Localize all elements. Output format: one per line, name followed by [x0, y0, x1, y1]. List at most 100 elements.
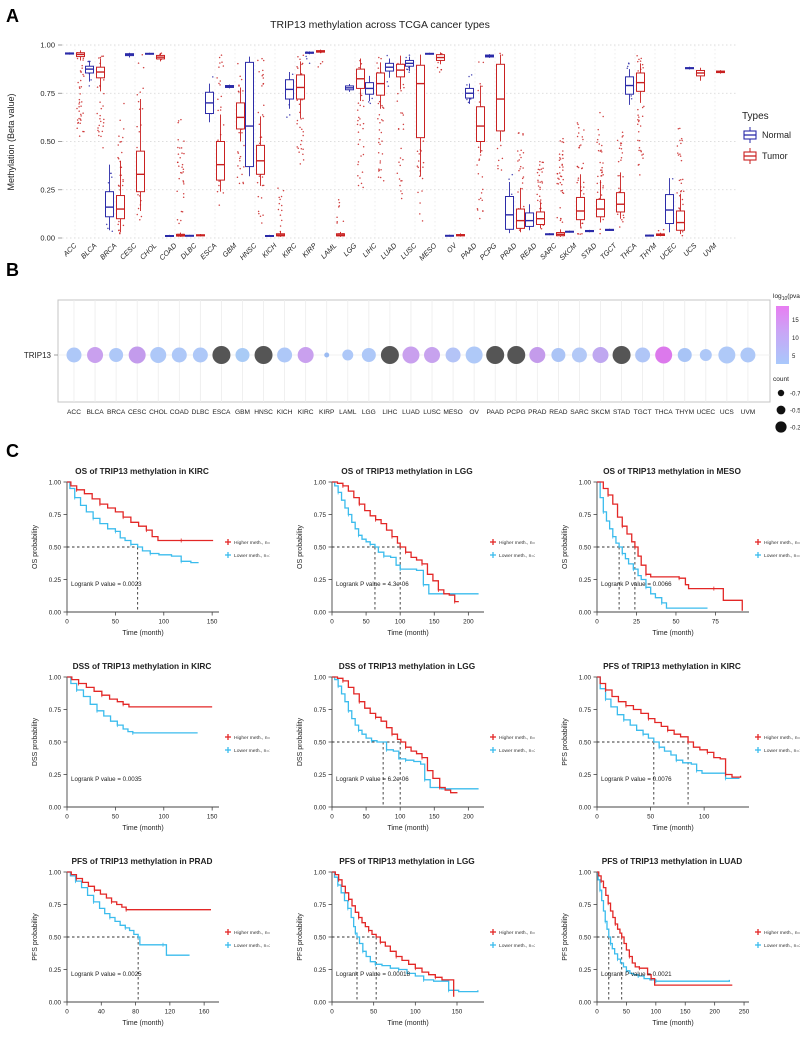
jitter-dot: [103, 118, 105, 121]
jitter-dot: [377, 151, 380, 154]
bubble-CHOL[interactable]: [150, 347, 167, 363]
bubble-PAAD[interactable]: [486, 346, 505, 364]
jitter-dot: [681, 178, 684, 181]
jitter-dot: [621, 152, 624, 154]
jitter-dot: [98, 124, 100, 127]
jitter-dot: [319, 62, 322, 65]
jitter-dot: [219, 80, 222, 82]
bubble-LUSC[interactable]: [424, 347, 441, 363]
bubble-SARC[interactable]: [571, 347, 587, 363]
km-y-tick-label: 0.50: [314, 739, 327, 746]
jitter-dot: [561, 140, 563, 143]
size-legend-dot: [775, 421, 787, 433]
jitter-dot: [258, 70, 260, 73]
bubble-LIHC[interactable]: [380, 346, 399, 364]
km-legend: Higher meth., n=151 Lower meth., n=149: [225, 734, 270, 754]
jitter-dot: [382, 180, 385, 182]
jitter-dot: [403, 86, 405, 89]
bubble-BLCA[interactable]: [87, 347, 104, 363]
bubble-UCS[interactable]: [718, 346, 736, 364]
jitter-dot: [142, 66, 145, 69]
bubble-SKCM[interactable]: [592, 347, 609, 363]
jitter-dot: [481, 85, 483, 87]
bubble-KIRP[interactable]: [324, 352, 330, 358]
bubble-COAD[interactable]: [171, 347, 187, 363]
bubble-READ[interactable]: [551, 348, 566, 362]
jitter-dot: [262, 59, 265, 62]
km-plot-cell: PFS of TRIP13 methylation in KIRC 0.00 0.2…: [555, 655, 800, 850]
km-x-tick-label: 100: [395, 619, 406, 626]
bubble-LAML[interactable]: [342, 349, 354, 361]
bubble-THCA[interactable]: [655, 346, 673, 364]
bubble-PRAD[interactable]: [529, 347, 546, 363]
jitter-dot: [421, 177, 424, 180]
km-legend-label: Higher meth., n=169: [234, 540, 270, 546]
jitter-dot: [476, 208, 479, 210]
jitter-dot: [642, 67, 644, 69]
bubble-DLBC[interactable]: [192, 347, 208, 363]
jitter-dot: [680, 182, 683, 185]
bubble-x-label: BRCA: [107, 409, 126, 416]
jitter-dot: [237, 62, 239, 65]
jitter-dot: [379, 176, 382, 179]
jitter-dot: [397, 92, 399, 95]
jitter-dot: [562, 150, 564, 152]
jitter-dot: [562, 137, 564, 140]
jitter-dot: [80, 85, 83, 88]
jitter-dot: [642, 157, 644, 159]
km-xlabel: Time (month): [122, 630, 163, 637]
bubble-HNSC[interactable]: [254, 346, 273, 364]
bubble-UCEC[interactable]: [699, 349, 712, 361]
jitter-dot: [680, 159, 683, 162]
jitter-dot: [119, 119, 121, 122]
jitter-dot: [562, 141, 565, 144]
bubble-LGG[interactable]: [361, 348, 376, 362]
km-x-tick-label: 50: [112, 814, 120, 821]
bubble-BRCA[interactable]: [109, 348, 124, 362]
size-legend-label: -0.25: [790, 425, 800, 432]
jitter-dot: [101, 55, 103, 57]
jitter-dot: [556, 216, 558, 219]
jitter-dot: [627, 65, 629, 68]
jitter-dot: [137, 100, 140, 103]
jitter-dot: [218, 66, 220, 68]
jitter-dot: [256, 181, 259, 184]
bubble-ACC[interactable]: [66, 347, 82, 363]
bubble-ESCA[interactable]: [212, 346, 231, 364]
bubble-TGCT[interactable]: [635, 347, 651, 363]
bubble-THYM[interactable]: [677, 348, 692, 362]
x-category-label: KIRC: [280, 240, 299, 259]
jitter-dot: [680, 178, 682, 181]
jitter-dot: [79, 87, 81, 90]
jitter-dot: [601, 169, 603, 171]
bubble-UVM[interactable]: [740, 347, 756, 363]
boxplot-ylabel: Methylation (Beta value): [6, 93, 16, 190]
jitter-dot: [682, 190, 685, 192]
km-title: OS of TRIP13 methylation in LGG: [341, 466, 472, 476]
bubble-x-label: LUSC: [423, 409, 441, 416]
bubble-PCPG[interactable]: [507, 346, 526, 364]
jitter-dot: [581, 232, 583, 235]
jitter-dot: [217, 139, 219, 141]
jitter-dot: [679, 139, 681, 142]
jitter-dot: [220, 54, 223, 56]
bubble-STAD[interactable]: [612, 346, 631, 364]
jitter-dot: [638, 139, 641, 142]
km-plot-cell: PFS of TRIP13 methylation in LUAD 0.00 0.2…: [555, 850, 800, 1042]
bubble-CESC[interactable]: [128, 346, 146, 364]
jitter-dot: [377, 118, 379, 120]
bubble-MESO[interactable]: [445, 347, 461, 363]
bubble-KICH[interactable]: [277, 347, 293, 363]
svg-tspan: 10: [782, 296, 788, 302]
jitter-dot: [82, 73, 84, 76]
box-rect: [105, 191, 114, 218]
jitter-dot: [501, 157, 504, 160]
jitter-dot: [237, 165, 239, 167]
bubble-OV[interactable]: [465, 346, 483, 364]
jitter-dot: [517, 191, 519, 193]
jitter-dot: [218, 82, 220, 85]
bubble-KIRC[interactable]: [297, 347, 314, 363]
bubble-LUAD[interactable]: [402, 346, 420, 364]
bubble-GBM[interactable]: [235, 348, 250, 362]
bubble-x-label: ACC: [67, 409, 81, 416]
